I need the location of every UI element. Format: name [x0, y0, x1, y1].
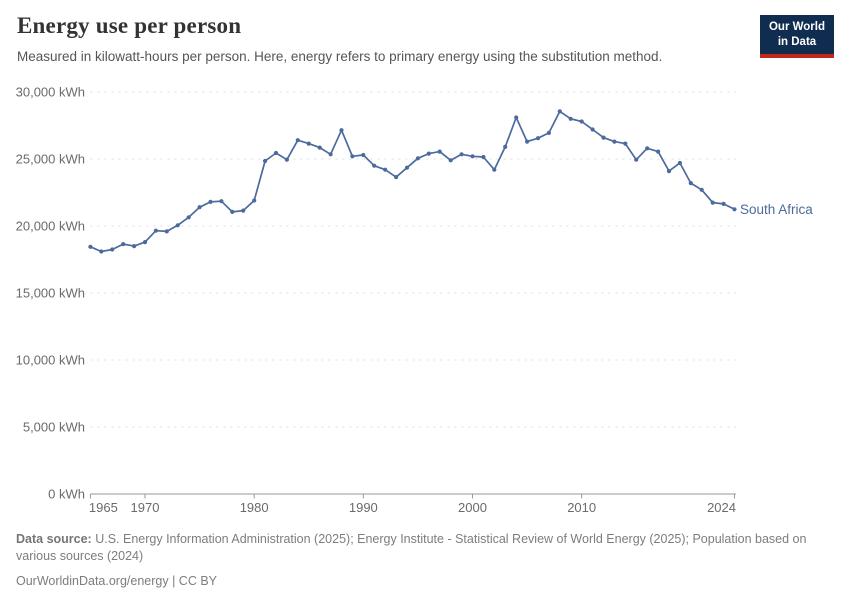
data-point[interactable]	[666, 169, 672, 174]
owid-logo-line2: in Data	[777, 35, 817, 48]
data-point[interactable]	[415, 156, 420, 161]
data-point[interactable]	[394, 175, 399, 180]
data-point[interactable]	[339, 128, 344, 133]
chart-subtitle: Measured in kilowatt-hours per person. H…	[17, 49, 663, 64]
data-point[interactable]	[688, 181, 693, 186]
data-point[interactable]	[514, 115, 519, 120]
y-tick-label: 5,000 kWh	[23, 420, 85, 435]
data-point[interactable]	[186, 215, 191, 220]
data-point[interactable]	[175, 223, 180, 228]
data-point[interactable]	[448, 158, 453, 163]
data-point[interactable]	[546, 130, 552, 135]
data-line-south-africa[interactable]	[89, 110, 736, 253]
data-point[interactable]	[426, 151, 431, 156]
y-tick-label: 10,000 kWh	[16, 353, 85, 368]
data-point[interactable]	[437, 149, 442, 154]
x-tick-label: 2000	[458, 500, 487, 515]
chart-title: Energy use per person	[17, 13, 242, 38]
x-tick-label: 1990	[349, 500, 378, 515]
data-point[interactable]	[699, 187, 704, 192]
data-point[interactable]	[208, 199, 213, 204]
x-tick-label: 1970	[131, 500, 160, 515]
data-point[interactable]	[110, 247, 115, 252]
x-tick-label: 2010	[567, 500, 596, 515]
data-point[interactable]	[219, 199, 224, 204]
data-point[interactable]	[153, 228, 158, 233]
data-point[interactable]	[121, 242, 126, 247]
y-tick-label: 25,000 kWh	[16, 152, 85, 167]
data-point[interactable]	[710, 200, 715, 205]
data-point[interactable]	[132, 244, 137, 249]
data-point[interactable]	[601, 135, 606, 140]
owid-logo[interactable]: Our World in Data	[760, 15, 834, 58]
data-point[interactable]	[557, 109, 562, 114]
data-source-line: Data source: U.S. Energy Information Adm…	[16, 531, 818, 564]
x-tick-label: 1980	[240, 500, 269, 515]
data-point[interactable]	[535, 136, 541, 141]
data-point[interactable]	[328, 152, 333, 157]
data-point[interactable]	[263, 158, 268, 164]
data-point[interactable]	[492, 167, 497, 172]
data-point[interactable]	[656, 149, 661, 154]
data-point[interactable]	[459, 152, 464, 157]
x-tick-label: 1965	[89, 500, 118, 515]
owid-logo-line1: Our World	[768, 21, 825, 33]
data-point[interactable]	[252, 198, 257, 203]
chart-footer: Data source: U.S. Energy Information Adm…	[16, 531, 818, 590]
data-point[interactable]	[579, 119, 584, 124]
data-point[interactable]	[525, 139, 530, 144]
data-point[interactable]	[241, 208, 246, 213]
data-point[interactable]	[568, 116, 573, 121]
data-point[interactable]	[88, 244, 93, 249]
data-point[interactable]	[142, 240, 148, 245]
data-point[interactable]	[99, 249, 104, 254]
data-point[interactable]	[372, 163, 377, 168]
data-point[interactable]	[295, 138, 300, 143]
data-point[interactable]	[350, 154, 355, 159]
data-point[interactable]	[645, 146, 650, 151]
data-point[interactable]	[284, 157, 289, 162]
data-point[interactable]	[306, 141, 311, 146]
data-point[interactable]	[470, 154, 475, 159]
data-source-text: U.S. Energy Information Administration (…	[16, 532, 807, 563]
data-point[interactable]	[481, 154, 486, 160]
data-point[interactable]	[634, 157, 639, 162]
data-point[interactable]	[273, 150, 279, 156]
data-point[interactable]	[383, 167, 388, 172]
chart-header: Energy use per person Measured in kilowa…	[17, 13, 834, 64]
y-tick-label: 0 kWh	[48, 487, 85, 502]
series-label-south-africa[interactable]: South Africa	[740, 202, 813, 217]
x-tick-label: 2024	[707, 500, 736, 515]
data-source-label: Data source:	[16, 532, 92, 546]
data-point[interactable]	[623, 141, 628, 146]
data-point[interactable]	[503, 144, 508, 149]
data-point[interactable]	[721, 201, 726, 206]
data-point[interactable]	[230, 209, 235, 214]
y-tick-label: 15,000 kWh	[16, 286, 85, 301]
y-tick-label: 20,000 kWh	[16, 219, 85, 234]
data-point[interactable]	[164, 229, 169, 234]
data-point[interactable]	[612, 139, 617, 144]
data-point[interactable]	[197, 205, 202, 210]
data-point[interactable]	[404, 165, 410, 170]
data-point[interactable]	[317, 145, 322, 150]
license-line[interactable]: OurWorldinData.org/energy | CC BY	[16, 574, 218, 588]
y-tick-label: 30,000 kWh	[16, 85, 85, 100]
data-point[interactable]	[677, 160, 683, 166]
data-point[interactable]	[732, 207, 737, 212]
data-point[interactable]	[590, 127, 595, 132]
data-point[interactable]	[361, 152, 366, 158]
